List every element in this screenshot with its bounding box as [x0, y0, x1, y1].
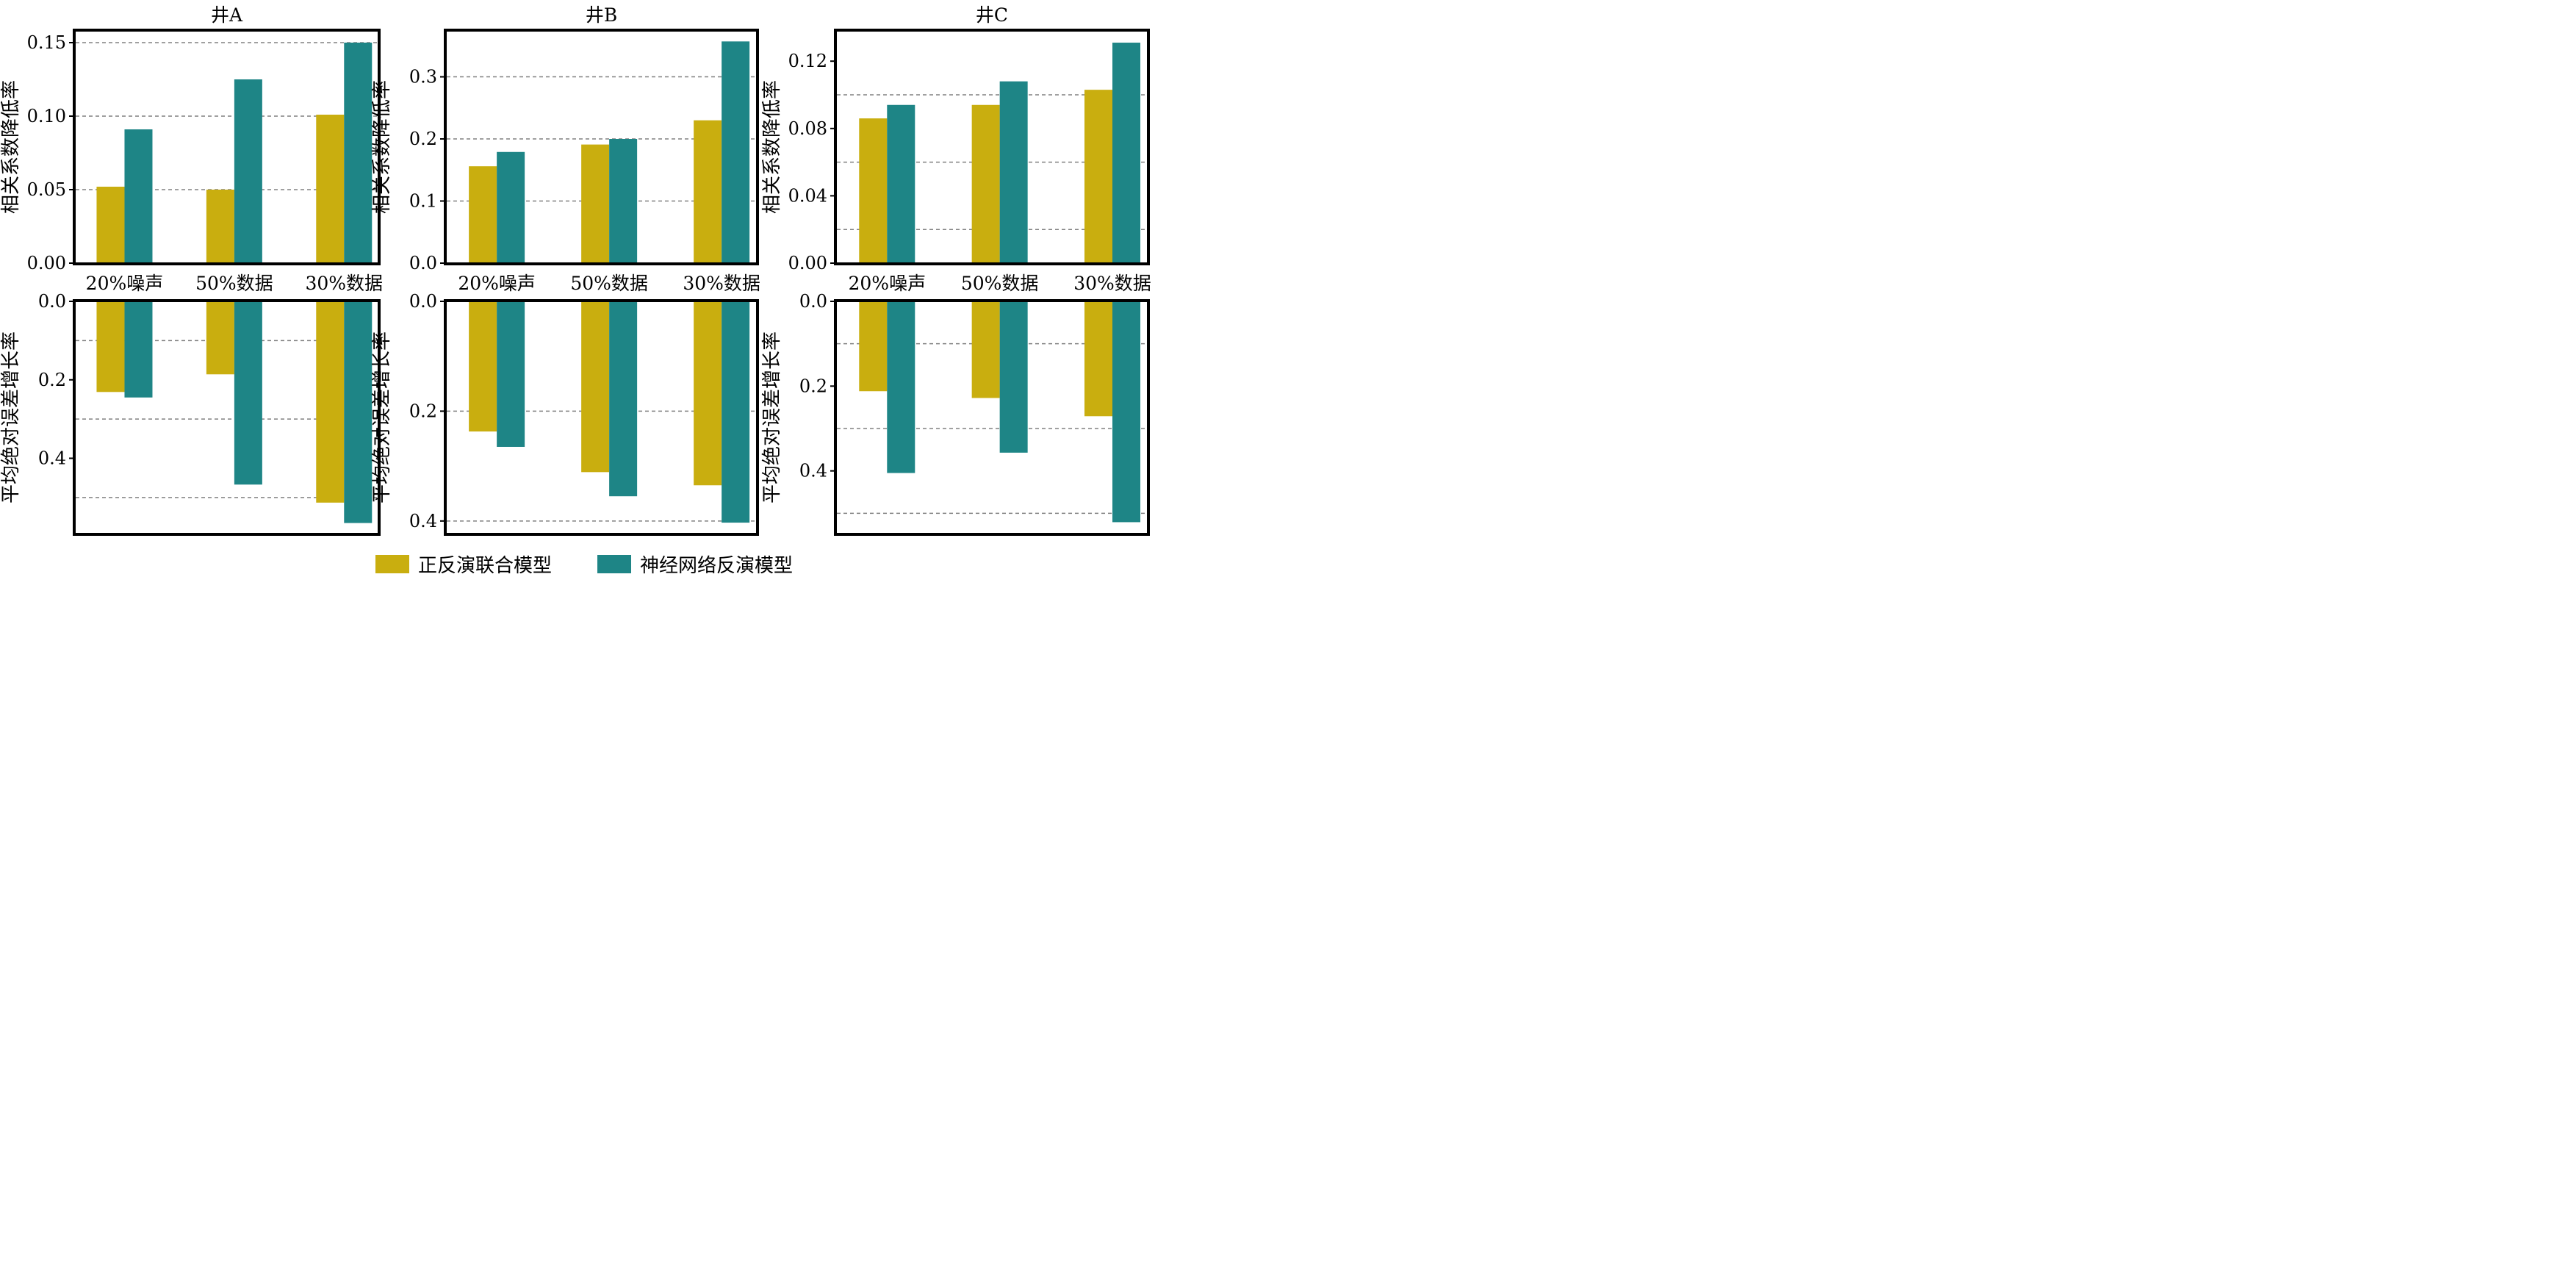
plot-frame [73, 29, 381, 265]
chart-panel-C-bottom: 0.0 0.2 0.4 平均绝对误差增长率 [761, 291, 1150, 536]
bar-series1-30%数据 [1084, 301, 1113, 417]
bar-series1-30%数据 [694, 120, 722, 263]
bar-series1-50%数据 [971, 301, 1000, 398]
category-label: 20%噪声 [86, 273, 164, 294]
bar-series2-50%数据 [609, 139, 638, 263]
y-tick-label: 0.0 [38, 291, 66, 312]
y-tick-label: 0.2 [409, 401, 437, 421]
bar-series1-50%数据 [581, 301, 610, 473]
bar-series1-20%噪声 [96, 301, 125, 392]
bar-series2-20%噪声 [124, 129, 153, 263]
y-axis-label: 相关系数降低率 [761, 80, 783, 214]
legend-swatch-series1 [375, 555, 409, 573]
bar-series2-50%数据 [999, 301, 1028, 453]
panel-title: 井C [976, 4, 1008, 26]
y-tick-label: 0.2 [799, 376, 827, 396]
bar-series1-50%数据 [206, 190, 234, 263]
bar-series2-50%数据 [999, 81, 1028, 264]
category-label: 20%噪声 [458, 273, 536, 294]
bar-series2-30%数据 [344, 301, 373, 523]
bar-series1-20%噪声 [469, 166, 497, 263]
category-label: 30%数据 [683, 273, 760, 294]
plot-frame [834, 29, 1150, 265]
y-tick-label: 0.00 [788, 253, 827, 273]
bar-series1-30%数据 [316, 301, 345, 503]
bar-series1-20%噪声 [469, 301, 497, 432]
chart-panel-A-bottom: 0.0 0.2 0.4 平均绝对误差增长率 [0, 291, 381, 536]
y-tick-label: 0.10 [27, 106, 66, 126]
legend-label-series2: 神经网络反演模型 [640, 555, 793, 576]
legend-label-series1: 正反演联合模型 [418, 555, 552, 576]
bar-series2-30%数据 [722, 301, 750, 523]
bar-series1-30%数据 [316, 115, 345, 263]
y-tick-label: 0.2 [38, 370, 66, 390]
y-axis-label: 相关系数降低率 [0, 80, 22, 214]
category-label: 50%数据 [570, 273, 648, 294]
bar-series2-30%数据 [1112, 301, 1141, 523]
bar-series2-20%噪声 [497, 151, 525, 263]
legend-swatch-series2 [597, 555, 631, 573]
y-tick-label: 0.4 [799, 461, 827, 481]
category-label: 20%噪声 [849, 273, 927, 294]
chart-panel-B-top: 0.0 0.1 0.2 0.3 20%噪声 50%数据 30%数据 井B 相关系数降低率 [371, 4, 760, 294]
y-tick-label: 0.0 [409, 253, 437, 273]
plot-frame [444, 299, 759, 536]
category-label: 50%数据 [195, 273, 273, 294]
bar-series1-50%数据 [206, 301, 234, 375]
chart-panels: 0.00 0.05 0.10 0.15 20%噪声 50%数据 30%数据 井A 相关系数降低率… [0, 4, 1151, 536]
y-axis-label: 相关系数降低率 [371, 80, 393, 214]
bar-series2-20%噪声 [887, 301, 915, 473]
category-label: 30%数据 [1073, 273, 1151, 294]
bar-series1-50%数据 [971, 104, 1000, 263]
bar-series2-30%数据 [344, 43, 373, 263]
y-tick-label: 0.0 [409, 291, 437, 312]
bar-series2-50%数据 [234, 79, 262, 263]
bar-series1-30%数据 [694, 301, 722, 486]
chart-panel-A-top: 0.00 0.05 0.10 0.15 20%噪声 50%数据 30%数据 井A 相关系数降低率 [0, 4, 383, 294]
y-axis-label: 平均绝对误差增长率 [0, 331, 22, 503]
bar-series1-20%噪声 [859, 118, 888, 263]
plot-frame [834, 299, 1150, 536]
y-tick-label: 0.00 [27, 253, 66, 273]
category-label: 50%数据 [961, 273, 1039, 294]
y-tick-label: 0.05 [27, 179, 66, 200]
y-tick-label: 0.08 [788, 118, 827, 139]
plot-frame [73, 299, 381, 536]
bar-series2-20%噪声 [497, 301, 525, 447]
bar-series2-30%数据 [1112, 43, 1141, 263]
panel-title: 井A [211, 4, 243, 26]
y-tick-label: 0.1 [409, 191, 437, 212]
y-tick-label: 0.2 [409, 129, 437, 149]
category-label: 30%数据 [305, 273, 383, 294]
legend: 正反演联合模型 神经网络反演模型 [375, 555, 793, 576]
bar-series2-50%数据 [234, 301, 262, 485]
bar-series2-20%噪声 [124, 301, 153, 398]
bar-series2-30%数据 [722, 41, 750, 263]
chart-panel-B-bottom: 0.0 0.2 0.4 平均绝对误差增长率 [371, 291, 759, 536]
y-tick-label: 0.04 [788, 185, 827, 206]
y-axis-label: 平均绝对误差增长率 [371, 331, 393, 503]
y-tick-label: 0.12 [788, 51, 827, 71]
bar-series2-50%数据 [609, 301, 638, 497]
bar-series1-30%数据 [1084, 90, 1113, 263]
bar-series2-20%噪声 [887, 104, 915, 263]
bar-series1-50%数据 [581, 144, 610, 263]
panel-title: 井B [586, 4, 617, 26]
y-tick-label: 0.4 [38, 448, 66, 469]
bar-series1-20%噪声 [96, 187, 125, 263]
y-tick-label: 0.15 [27, 32, 66, 53]
y-tick-label: 0.3 [409, 67, 437, 87]
y-tick-label: 0.4 [409, 511, 437, 531]
y-tick-label: 0.0 [799, 291, 827, 312]
bar-chart-figure: 0.00 0.05 0.10 0.15 20%噪声 50%数据 30%数据 井A 相关系数降低率… [0, 4, 1151, 576]
y-axis-label: 平均绝对误差增长率 [761, 331, 783, 503]
plot-frame [444, 29, 759, 265]
bar-series1-20%噪声 [859, 301, 888, 392]
chart-panel-C-top: 0.00 0.04 0.08 0.12 20%噪声 50%数据 30%数据 井C 相关系数降低率 [761, 4, 1151, 294]
